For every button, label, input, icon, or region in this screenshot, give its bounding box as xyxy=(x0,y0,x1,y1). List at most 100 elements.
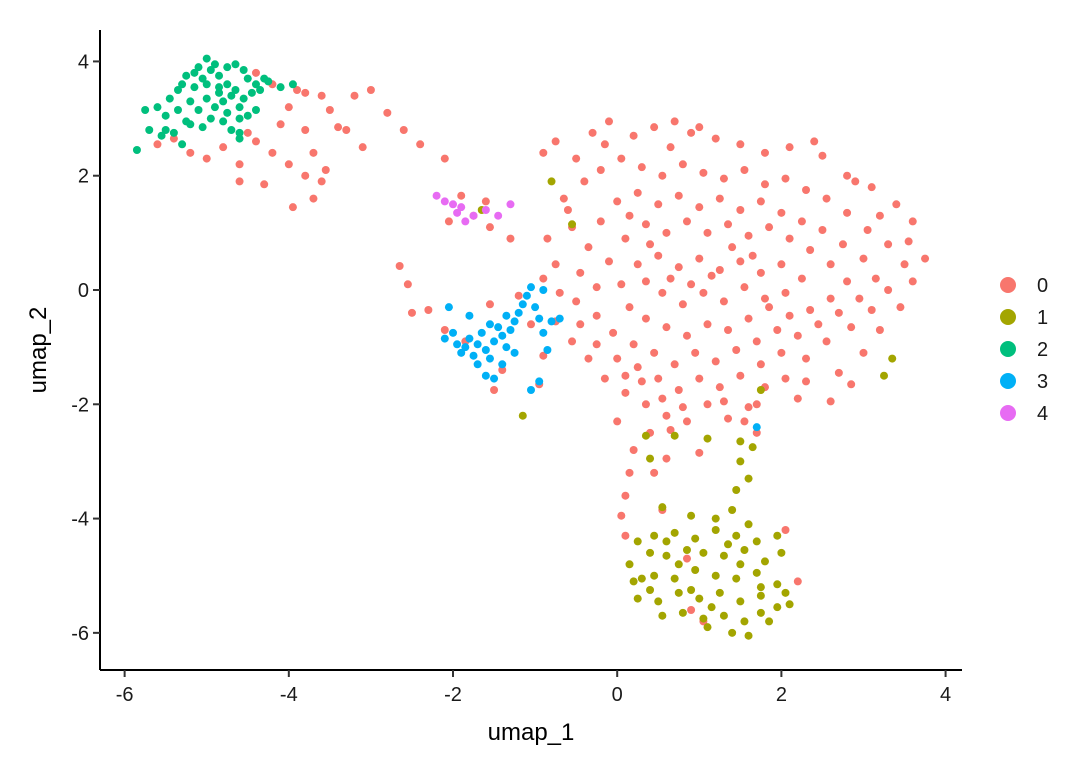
y-tick-label: 0 xyxy=(78,280,89,302)
data-point xyxy=(449,200,458,209)
data-point xyxy=(691,566,700,574)
data-point xyxy=(215,83,224,92)
data-point xyxy=(867,183,876,192)
data-point xyxy=(662,551,671,560)
data-point xyxy=(732,531,741,540)
series-2 xyxy=(132,54,297,154)
data-point xyxy=(662,454,671,463)
data-point xyxy=(161,126,170,134)
data-point xyxy=(719,397,728,406)
data-point xyxy=(646,548,655,557)
data-point xyxy=(539,328,548,337)
data-point xyxy=(473,340,482,349)
data-point xyxy=(662,323,671,332)
data-point xyxy=(875,211,884,220)
data-point xyxy=(658,611,667,620)
data-point xyxy=(744,631,753,640)
data-point xyxy=(539,351,548,360)
data-point xyxy=(802,354,811,363)
data-point xyxy=(251,106,260,114)
data-point xyxy=(440,154,449,163)
data-point xyxy=(654,374,663,383)
data-point xyxy=(609,328,618,337)
data-point xyxy=(843,277,852,286)
data-point xyxy=(202,154,211,163)
data-point xyxy=(756,360,765,369)
data-point xyxy=(613,197,622,206)
data-point xyxy=(760,557,769,566)
data-point xyxy=(268,148,277,157)
data-point xyxy=(506,234,515,243)
data-point xyxy=(719,611,728,620)
data-point xyxy=(206,114,215,123)
data-point xyxy=(814,320,823,329)
legend-key-4 xyxy=(1000,405,1016,421)
x-tick-label: 0 xyxy=(612,684,623,706)
data-point xyxy=(182,117,191,126)
data-point xyxy=(785,143,794,152)
data-point xyxy=(625,560,634,569)
data-point xyxy=(834,308,843,317)
data-point xyxy=(502,343,511,352)
data-point xyxy=(637,163,646,172)
data-point xyxy=(678,608,687,617)
data-point xyxy=(231,86,240,94)
data-point xyxy=(674,588,683,597)
data-point xyxy=(711,571,720,580)
data-point xyxy=(650,123,659,132)
data-point xyxy=(888,354,897,363)
data-point xyxy=(235,103,244,112)
data-point xyxy=(880,371,889,380)
data-point xyxy=(859,254,868,263)
x-tick-label: 4 xyxy=(940,684,951,706)
data-point xyxy=(531,303,540,312)
data-point xyxy=(687,280,696,289)
data-point xyxy=(198,123,207,132)
legend-label-2: 2 xyxy=(1037,339,1048,361)
data-point xyxy=(293,86,302,94)
data-point xyxy=(711,357,720,366)
data-point xyxy=(740,617,749,626)
data-point xyxy=(284,160,293,169)
data-point xyxy=(633,537,642,546)
data-point xyxy=(785,234,794,243)
data-point xyxy=(621,371,630,380)
data-point xyxy=(658,288,667,297)
data-point xyxy=(711,134,720,143)
data-point xyxy=(572,154,581,163)
y-tick-label: 4 xyxy=(78,51,89,73)
data-point xyxy=(900,260,909,269)
data-point xyxy=(650,348,659,357)
data-point xyxy=(724,540,733,549)
data-point xyxy=(198,74,207,83)
data-point xyxy=(752,423,761,432)
data-point xyxy=(600,374,609,383)
data-point xyxy=(490,337,499,346)
data-point xyxy=(481,371,490,380)
data-point xyxy=(724,414,733,423)
y-axis-title: umap_2 xyxy=(25,307,52,394)
data-point xyxy=(600,140,609,149)
data-point xyxy=(633,188,642,197)
data-point xyxy=(797,274,806,283)
data-point xyxy=(596,166,605,174)
data-point xyxy=(288,80,297,89)
data-point xyxy=(666,426,675,434)
data-point xyxy=(699,168,708,177)
data-point xyxy=(604,257,613,266)
data-point xyxy=(646,586,655,594)
data-point xyxy=(695,203,704,212)
data-point xyxy=(617,154,626,163)
data-point xyxy=(744,314,753,323)
data-point xyxy=(797,217,806,226)
data-point xyxy=(760,294,769,303)
data-point xyxy=(527,320,535,329)
data-point xyxy=(453,340,462,349)
data-point xyxy=(251,80,260,89)
data-point xyxy=(838,240,847,249)
data-point xyxy=(756,386,765,394)
data-point xyxy=(765,617,774,626)
data-point xyxy=(646,240,655,249)
data-point xyxy=(342,126,351,134)
data-point xyxy=(682,417,691,426)
